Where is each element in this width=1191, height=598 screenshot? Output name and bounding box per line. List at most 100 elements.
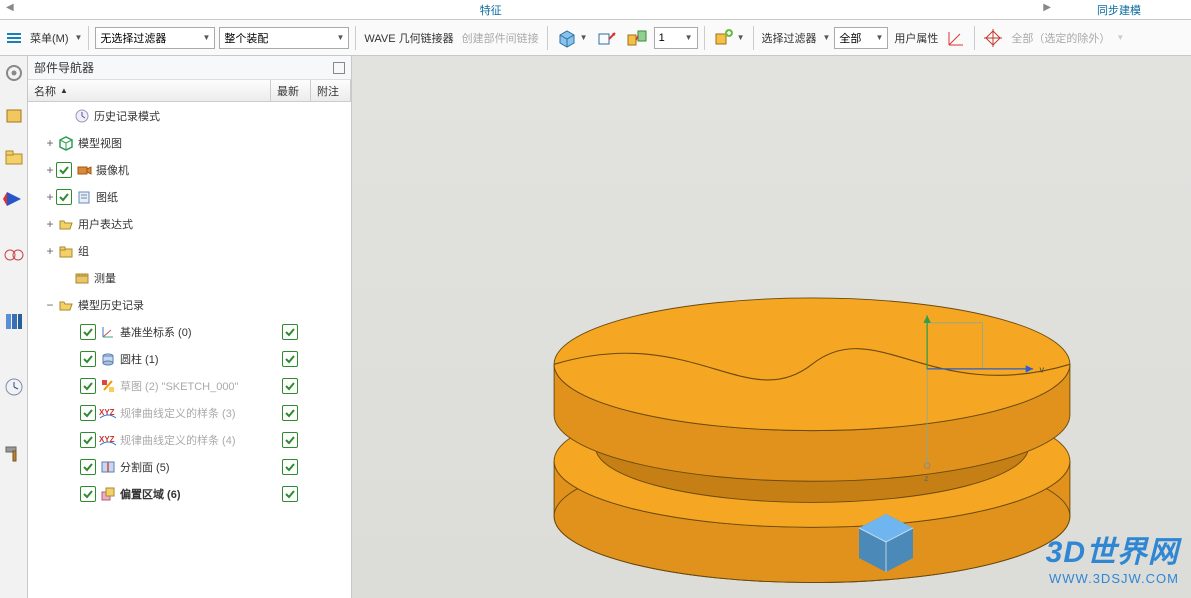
- status-check-icon: [282, 378, 298, 394]
- watermark: 3D世界网 WWW.3DSJW.COM: [1046, 527, 1179, 586]
- assembly-scope-value: 整个装配: [224, 30, 268, 46]
- tree-row-drawing[interactable]: + 图纸: [28, 183, 351, 210]
- checkbox-icon[interactable]: [80, 324, 96, 340]
- status-check-icon: [282, 324, 298, 340]
- all-dropdown[interactable]: 全部 ▼: [834, 27, 888, 49]
- user-attr-label[interactable]: 用户属性: [892, 30, 940, 46]
- status-check-icon: [282, 405, 298, 421]
- tab-features[interactable]: 特征: [440, 0, 542, 19]
- swap-tool-button[interactable]: [624, 27, 650, 49]
- col-name[interactable]: 名称▲: [28, 80, 271, 101]
- xyz-icon: XYZ: [98, 406, 118, 420]
- collapse-icon[interactable]: −: [44, 298, 56, 312]
- part-navigator-panel: 部件导航器 名称▲ 最新 附注 历史记录模式 + 模型视图 +: [28, 56, 352, 598]
- select-filter-arrow[interactable]: ▼: [823, 33, 831, 42]
- all-selected-label: 全部（选定的除外）: [1009, 30, 1112, 46]
- main-toolbar: 菜单(M) ▼ 无选择过滤器 ▼ 整个装配 ▼ WAVE 几何链接器 创建部件间…: [0, 20, 1191, 56]
- hammer-icon[interactable]: [3, 442, 25, 464]
- expander-icon[interactable]: +: [44, 190, 56, 204]
- tree-row-spline-2[interactable]: XYZ 规律曲线定义的样条 (4): [28, 426, 351, 453]
- tree-row-cylinder[interactable]: 圆柱 (1): [28, 345, 351, 372]
- csys-red-button[interactable]: [944, 28, 968, 48]
- checkbox-icon[interactable]: [80, 432, 96, 448]
- tree-row-camera[interactable]: + 摄像机: [28, 156, 351, 183]
- main-area: 部件导航器 名称▲ 最新 附注 历史记录模式 + 模型视图 +: [0, 56, 1191, 598]
- cube-tool-button[interactable]: ▼: [554, 27, 590, 49]
- link-tool-button[interactable]: [594, 27, 620, 49]
- tab-prev-arrow[interactable]: ◀: [0, 0, 20, 19]
- checkbox-icon[interactable]: [80, 459, 96, 475]
- watermark-cube-icon: [851, 508, 921, 578]
- svg-text:v: v: [1040, 365, 1045, 375]
- chevron-down-icon: ▼: [685, 33, 693, 42]
- number-dropdown[interactable]: 1 ▼: [654, 27, 698, 49]
- navigator-title: 部件导航器: [34, 59, 94, 76]
- split-icon: [98, 459, 118, 475]
- 3d-viewport[interactable]: v z 3D世界网 WWW.3DSJW.COM: [352, 56, 1191, 598]
- expander-icon[interactable]: +: [44, 136, 56, 150]
- panel-collapse-button[interactable]: [333, 62, 345, 74]
- tree-row-offset-region[interactable]: 偏置区域 (6): [28, 480, 351, 507]
- box-yellow-icon[interactable]: [3, 104, 25, 126]
- menu-icon[interactable]: [4, 28, 24, 48]
- chevron-down-icon: ▼: [203, 33, 211, 42]
- assembly-scope-dropdown[interactable]: 整个装配 ▼: [219, 27, 349, 49]
- tree-row-spline-1[interactable]: XYZ 规律曲线定义的样条 (3): [28, 399, 351, 426]
- sketch-icon: [98, 378, 118, 394]
- folder-icon: [56, 243, 76, 259]
- selection-filter-dropdown[interactable]: 无选择过滤器 ▼: [95, 27, 215, 49]
- watermark-url: WWW.3DSJW.COM: [1046, 571, 1179, 586]
- left-tool-strip: [0, 56, 28, 598]
- wave-label[interactable]: WAVE 几何链接器: [362, 30, 455, 46]
- circles-icon[interactable]: [3, 244, 25, 266]
- camera-icon: [74, 162, 94, 178]
- csys-icon: [98, 324, 118, 340]
- checkbox-icon[interactable]: [80, 486, 96, 502]
- watermark-title: 3D世界网: [1046, 527, 1179, 571]
- svg-text:z: z: [924, 474, 928, 483]
- checkbox-icon[interactable]: [56, 189, 72, 205]
- checkbox-icon[interactable]: [80, 405, 96, 421]
- cube-green-icon: [56, 135, 76, 151]
- status-check-icon: [282, 459, 298, 475]
- tab-sync-model[interactable]: 同步建模: [1057, 0, 1181, 19]
- tree-row-split-face[interactable]: 分割面 (5): [28, 453, 351, 480]
- folder-open-icon: [56, 216, 76, 232]
- target-button[interactable]: [981, 28, 1005, 48]
- film-icon: [72, 270, 92, 286]
- xyz-icon: XYZ: [98, 433, 118, 447]
- clock-icon: [72, 108, 92, 124]
- clock-icon[interactable]: [3, 376, 25, 398]
- tree-row-measure[interactable]: 测量: [28, 264, 351, 291]
- books-icon[interactable]: [3, 310, 25, 332]
- tree-row-datum-csys[interactable]: 基准坐标系 (0): [28, 318, 351, 345]
- checkbox-icon[interactable]: [80, 351, 96, 367]
- selection-filter-value: 无选择过滤器: [100, 30, 166, 46]
- tree-row-model-view[interactable]: + 模型视图: [28, 129, 351, 156]
- folder-icon[interactable]: [3, 146, 25, 168]
- select-filter-label[interactable]: 选择过滤器: [760, 30, 819, 46]
- gear-icon[interactable]: [3, 62, 25, 84]
- menu-dropdown-arrow[interactable]: ▼: [75, 33, 83, 42]
- tree-row-group[interactable]: + 组: [28, 237, 351, 264]
- menu-label[interactable]: 菜单(M): [28, 30, 71, 46]
- tree-row-history-mode[interactable]: 历史记录模式: [28, 102, 351, 129]
- ribbon-tabbar: ◀ 特征 ▶ 同步建模: [0, 0, 1191, 20]
- expander-icon[interactable]: +: [44, 217, 56, 231]
- col-note[interactable]: 附注: [311, 80, 351, 101]
- expander-icon[interactable]: +: [44, 244, 56, 258]
- checkbox-icon[interactable]: [80, 378, 96, 394]
- tab-next-arrow[interactable]: ▶: [1037, 0, 1057, 19]
- triangle-icon[interactable]: [3, 188, 25, 210]
- folder-open-icon: [56, 297, 76, 313]
- status-check-icon: [282, 432, 298, 448]
- add-tool-button[interactable]: ▼: [711, 27, 747, 49]
- tree-row-model-history[interactable]: − 模型历史记录: [28, 291, 351, 318]
- checkbox-icon[interactable]: [56, 162, 72, 178]
- tree-row-user-expr[interactable]: + 用户表达式: [28, 210, 351, 237]
- cylinder-icon: [98, 351, 118, 367]
- expander-icon[interactable]: +: [44, 163, 56, 177]
- col-latest[interactable]: 最新: [271, 80, 311, 101]
- tree-row-sketch[interactable]: 草图 (2) "SKETCH_000": [28, 372, 351, 399]
- navigator-columns: 名称▲ 最新 附注: [28, 80, 351, 102]
